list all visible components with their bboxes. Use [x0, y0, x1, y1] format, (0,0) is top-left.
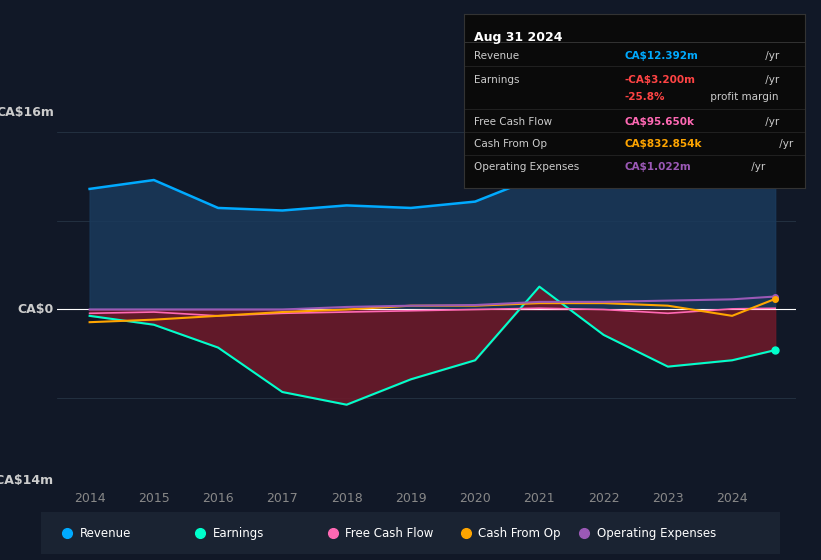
- Text: -CA$3.200m: -CA$3.200m: [624, 75, 695, 85]
- Text: Cash From Op: Cash From Op: [474, 139, 547, 149]
- Text: CA$16m: CA$16m: [0, 106, 54, 119]
- Text: Aug 31 2024: Aug 31 2024: [474, 31, 562, 44]
- Text: -25.8%: -25.8%: [624, 92, 664, 102]
- Text: Operating Expenses: Operating Expenses: [474, 162, 580, 172]
- Text: CA$95.650k: CA$95.650k: [624, 116, 694, 127]
- Text: /yr: /yr: [762, 75, 779, 85]
- Text: CA$1.022m: CA$1.022m: [624, 162, 690, 172]
- Text: Earnings: Earnings: [474, 75, 520, 85]
- Text: Operating Expenses: Operating Expenses: [597, 527, 716, 540]
- Text: Free Cash Flow: Free Cash Flow: [346, 527, 433, 540]
- Text: /yr: /yr: [762, 50, 779, 60]
- Text: CA$0: CA$0: [17, 303, 54, 316]
- Text: /yr: /yr: [776, 139, 793, 149]
- Text: Earnings: Earnings: [213, 527, 264, 540]
- Text: /yr: /yr: [762, 116, 779, 127]
- Text: Cash From Op: Cash From Op: [479, 527, 561, 540]
- Text: CA$832.854k: CA$832.854k: [624, 139, 701, 149]
- Text: Free Cash Flow: Free Cash Flow: [474, 116, 553, 127]
- Text: Revenue: Revenue: [474, 50, 519, 60]
- Text: /yr: /yr: [749, 162, 766, 172]
- Text: -CA$14m: -CA$14m: [0, 474, 54, 487]
- Text: CA$12.392m: CA$12.392m: [624, 50, 698, 60]
- Text: Revenue: Revenue: [80, 527, 131, 540]
- Text: profit margin: profit margin: [708, 92, 779, 102]
